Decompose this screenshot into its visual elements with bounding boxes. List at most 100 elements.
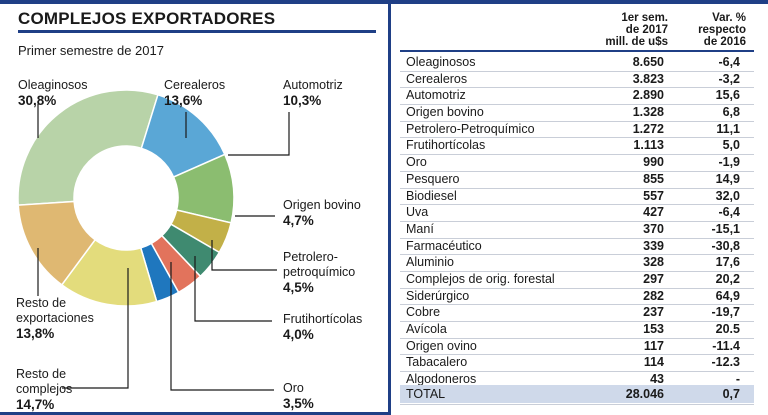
row-variation: 15,6: [715, 88, 740, 103]
total-row: TOTAL 28.046 0,7: [400, 385, 754, 403]
table-row: Complejos de orig. forestal 297 20,2: [400, 272, 754, 289]
row-variation: 11,1: [716, 121, 740, 136]
label-oleaginosos: Oleaginosos 30,8%: [18, 78, 88, 108]
row-value: 557: [643, 188, 664, 203]
exports-table: Oleaginosos 8.650 -6,4 Cerealeros 3.823 -3,2 A…: [400, 55, 754, 406]
row-value: 990: [643, 155, 664, 170]
row-variation: 64,9: [715, 288, 740, 303]
table-row: Algodoneros 43 -: [400, 372, 754, 389]
slice-oleaginosos: [17, 89, 159, 206]
table-row: Origen bovino 1.328 6,8: [400, 105, 754, 122]
total-variation: 0,7: [722, 387, 740, 401]
table-row: Origen ovino 117 -11.4: [400, 339, 754, 356]
row-label: Tabacalero: [406, 355, 468, 370]
row-label: Algodoneros: [406, 372, 477, 387]
row-value: 237: [643, 305, 664, 320]
table-row: Cobre 237 -19,7: [400, 305, 754, 322]
row-variation: -11.4: [712, 338, 740, 353]
top-border: [0, 0, 768, 4]
row-variation: -15,1: [711, 221, 741, 236]
table-row: Maní 370 -15,1: [400, 222, 754, 239]
row-variation: -30,8: [711, 238, 741, 253]
table-row: Biodiesel 557 32,0: [400, 189, 754, 206]
row-value: 339: [643, 238, 664, 253]
row-label: Origen bovino: [406, 105, 484, 120]
leader-petrolero: [211, 240, 277, 271]
bottom-border: [0, 412, 388, 415]
table-row: Oro 990 -1,9: [400, 155, 754, 172]
donut-chart: [17, 89, 290, 391]
table-row: Frutihortícolas 1.113 5,0: [400, 138, 754, 156]
row-value: 1.272: [632, 121, 664, 136]
row-label: Maní: [406, 221, 434, 236]
table-row: Cerealeros 3.823 -3,2: [400, 72, 754, 89]
row-value: 297: [643, 271, 664, 286]
table-row: Siderúrgico 282 64,9: [400, 289, 754, 306]
title-underline: [18, 30, 376, 33]
table-row: Pesquero 855 14,9: [400, 172, 754, 189]
row-label: Oro: [406, 155, 427, 170]
row-label: Siderúrgico: [406, 288, 470, 303]
row-label: Uva: [406, 205, 429, 220]
row-label: Complejos de orig. forestal: [406, 271, 555, 286]
row-label: Petrolero-Petroquímico: [406, 121, 535, 136]
row-value: 117: [643, 338, 664, 353]
table-row: Aluminio 328 17,6: [400, 255, 754, 272]
row-value: 153: [643, 322, 664, 336]
row-label: Frutihortícolas: [406, 138, 486, 153]
row-variation: 17,6: [715, 255, 740, 270]
row-label: Automotriz: [406, 88, 466, 103]
row-value: 855: [643, 171, 664, 186]
row-value: 8.650: [632, 55, 664, 69]
label-resto-exportaciones: Resto de exportaciones 13,8%: [16, 296, 94, 341]
row-value: 114: [643, 355, 664, 370]
row-variation: -3,2: [718, 71, 740, 86]
row-value: 328: [643, 255, 664, 270]
row-label: Aluminio: [406, 255, 454, 270]
row-label: Farmacéutico: [406, 238, 482, 253]
row-variation: -6,4: [718, 205, 740, 220]
label-frutihorticolas: Frutihortícolas 4,0%: [283, 312, 363, 342]
row-value: 282: [643, 288, 664, 303]
row-variation: -1,9: [718, 155, 740, 170]
table-row: Automotriz 2.890 15,6: [400, 88, 754, 106]
row-value: 1.113: [633, 138, 664, 153]
table-row: Uva 427 -6,4: [400, 205, 754, 222]
row-value: 3.823: [632, 71, 664, 86]
row-label: Pesquero: [406, 171, 460, 186]
label-automotriz: Automotriz 10,3%: [283, 78, 343, 108]
label-petrolero: Petrolero- petroquímico 4,5%: [283, 250, 356, 295]
label-origen-bovino: Origen bovino 4,7%: [283, 198, 361, 228]
row-value: 370: [643, 221, 664, 236]
row-value: 43: [650, 372, 664, 387]
row-variation: -19,7: [711, 305, 741, 320]
label-resto-complejos: Resto de complejos 14,7%: [16, 367, 73, 412]
header-value: 1er sem. de 2017 mill. de u$s: [605, 12, 668, 48]
row-variation: 5,0: [722, 138, 740, 153]
row-label: Origen ovino: [406, 338, 477, 353]
total-label: TOTAL: [406, 387, 446, 401]
row-label: Cobre: [406, 305, 441, 320]
row-value: 2.890: [632, 88, 664, 103]
header-variation: Var. % respecto de 2016: [698, 12, 746, 48]
table-row: Avícola 153 20.5: [400, 322, 754, 339]
row-label: Biodiesel: [406, 188, 457, 203]
page-title: COMPLEJOS EXPORTADORES: [18, 9, 276, 28]
column-separator: [388, 4, 391, 415]
row-variation: 20.5: [715, 322, 740, 336]
leader-oro: [170, 262, 274, 391]
row-variation: -12.3: [711, 355, 741, 370]
header-rule: [400, 50, 754, 52]
row-variation: 32,0: [715, 188, 740, 203]
leader-automotriz: [228, 112, 290, 156]
leader-fruti: [194, 256, 272, 322]
row-label: Cerealeros: [406, 71, 468, 86]
row-value: 1.328: [632, 105, 664, 120]
table-row: Tabacalero 114 -12.3: [400, 355, 754, 373]
slice-resto-de-exportaciones: [17, 200, 97, 286]
table-row: Oleaginosos 8.650 -6,4: [400, 55, 754, 72]
row-variation: 20,2: [715, 271, 740, 286]
row-label: Avícola: [406, 322, 447, 336]
leader-resto-complejos: [62, 268, 129, 389]
chart-subtitle: Primer semestre de 2017: [18, 43, 164, 58]
